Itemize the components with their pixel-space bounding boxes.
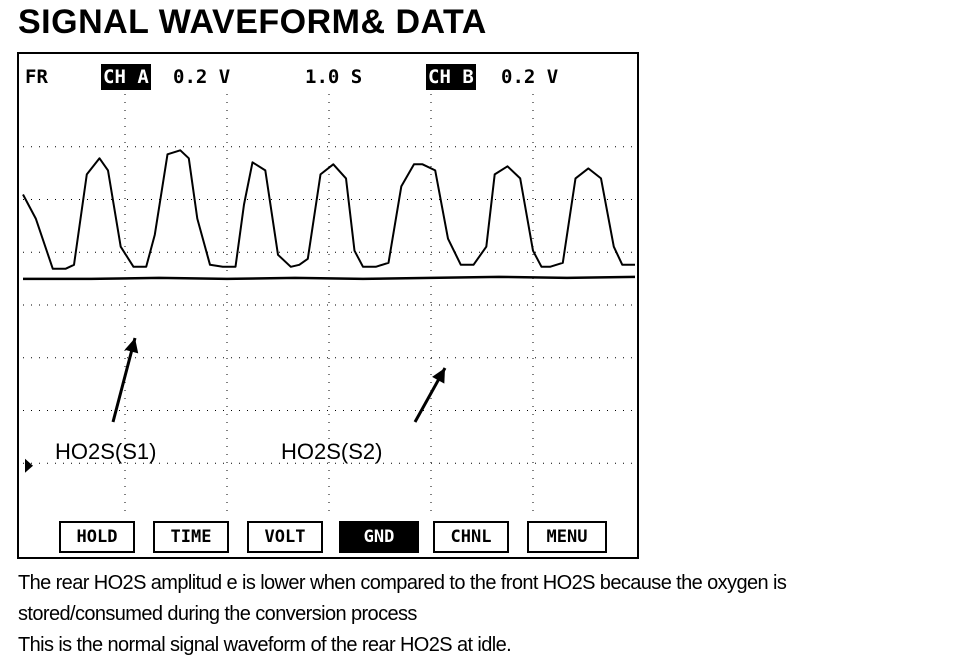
page-title: SIGNAL WAVEFORM& DATA (18, 3, 487, 41)
channel-b-label[interactable]: CH B (426, 64, 476, 90)
description-line: stored/consumed during the conversion pr… (18, 603, 417, 625)
oscilloscope-screen: HO2S(S1) HO2S(S2) FR CH A 0.2 V 1.0 S CH … (17, 52, 639, 559)
gnd-button[interactable]: GND (339, 521, 419, 553)
ground-marker-icon (25, 458, 33, 473)
front-sensor-trace (22, 149, 635, 270)
annotation-arrow-s1-line (111, 337, 137, 423)
channel-a-label[interactable]: CH A (101, 64, 151, 90)
softkey-bar: HOLD TIME VOLT GND CHNL MENU (19, 521, 637, 555)
rear-sensor-trace (23, 275, 636, 281)
mode-indicator: FR (25, 66, 48, 88)
waveform-plot: HO2S(S1) HO2S(S2) (22, 94, 636, 516)
annotation-arrow-s1-head (124, 338, 139, 354)
hold-button[interactable]: HOLD (59, 521, 135, 553)
volt-button[interactable]: VOLT (247, 521, 323, 553)
status-bar: FR CH A 0.2 V 1.0 S CH B 0.2 V (19, 64, 637, 90)
annotation-label-s1: HO2S(S1) (55, 439, 156, 464)
menu-button[interactable]: MENU (527, 521, 607, 553)
timebase-readout: 1.0 S (305, 66, 363, 88)
annotation-arrow-s2-head (432, 368, 445, 384)
description-line: The rear HO2S amplitud e is lower when c… (18, 572, 787, 594)
waveform-description: The rear HO2S amplitud e is lower when c… (18, 568, 958, 661)
description-line: This is the normal signal waveform of th… (18, 634, 512, 656)
chnl-button[interactable]: CHNL (433, 521, 509, 553)
annotation-label-s2: HO2S(S2) (281, 439, 382, 464)
channel-a-scale: 0.2 V (173, 66, 231, 88)
channel-b-scale: 0.2 V (501, 66, 559, 88)
time-button[interactable]: TIME (153, 521, 229, 553)
